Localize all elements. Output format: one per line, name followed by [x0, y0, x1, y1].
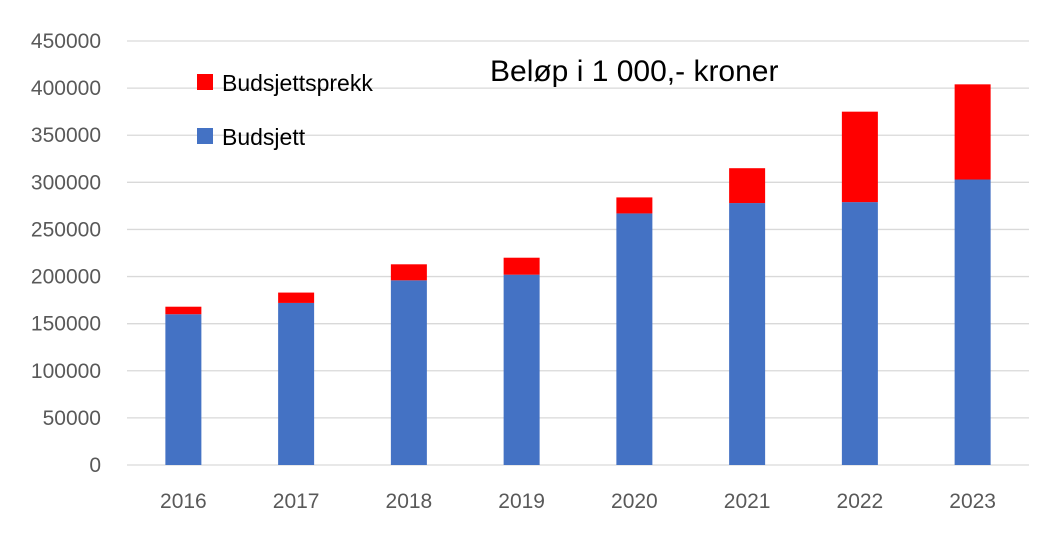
x-tick-label: 2023 [949, 490, 996, 513]
legend-label-budsjett: Budsjett [222, 124, 306, 150]
x-tick-label: 2022 [837, 490, 884, 513]
x-axis-ticks: 2016 2017 2018 2019 2020 2021 2022 2023 [160, 490, 996, 513]
x-tick-label: 2016 [160, 490, 207, 513]
bar-budsjettsprekk-2019 [503, 257, 540, 275]
legend-swatch-budsjettsprekk [197, 74, 213, 90]
y-tick-label: 100000 [31, 360, 101, 383]
y-tick-label: 350000 [31, 124, 101, 147]
y-tick-label: 250000 [31, 218, 101, 241]
gridlines [127, 40, 1029, 466]
bar-budsjett-2021 [729, 203, 766, 465]
x-tick-label: 2019 [498, 490, 545, 513]
bar-budsjettsprekk-2020 [616, 197, 653, 214]
bar-budsjettsprekk-2016 [165, 306, 202, 315]
bar-budsjettsprekk-2021 [729, 168, 766, 204]
y-tick-label: 200000 [31, 266, 101, 289]
bar-budsjettsprekk-2022 [841, 111, 878, 203]
bar-budsjett-2016 [165, 314, 202, 465]
chart-title: Beløp i 1 000,- kroner [490, 55, 778, 88]
legend-swatch-budsjett [197, 128, 213, 144]
bar-budsjettsprekk-2018 [390, 264, 427, 281]
y-tick-label: 300000 [31, 171, 101, 194]
x-tick-label: 2017 [273, 490, 320, 513]
x-tick-label: 2018 [386, 490, 433, 513]
bar-budsjett-2020 [616, 213, 653, 465]
bar-budsjettsprekk-2017 [278, 292, 315, 303]
bar-budsjettsprekk-2023 [954, 84, 991, 180]
y-tick-label: 450000 [31, 30, 101, 53]
x-tick-label: 2020 [611, 490, 658, 513]
bar-budsjett-2018 [390, 280, 427, 465]
bar-budsjett-2017 [278, 302, 315, 465]
bar-budsjett-2023 [954, 179, 991, 466]
x-tick-label: 2021 [724, 490, 771, 513]
y-tick-label: 0 [89, 454, 101, 477]
bar-budsjett-2022 [841, 202, 878, 465]
y-tick-label: 50000 [43, 407, 101, 430]
legend-label-budsjettsprekk: Budsjettsprekk [222, 70, 373, 96]
y-tick-label: 150000 [31, 313, 101, 336]
legend: Budsjettsprekk Budsjett [197, 70, 373, 150]
y-axis-ticks: 0 50000 100000 150000 200000 250000 300000 3500… [31, 30, 101, 477]
bars [165, 84, 991, 466]
y-tick-label: 400000 [31, 77, 101, 100]
bar-budsjett-2019 [503, 274, 540, 465]
